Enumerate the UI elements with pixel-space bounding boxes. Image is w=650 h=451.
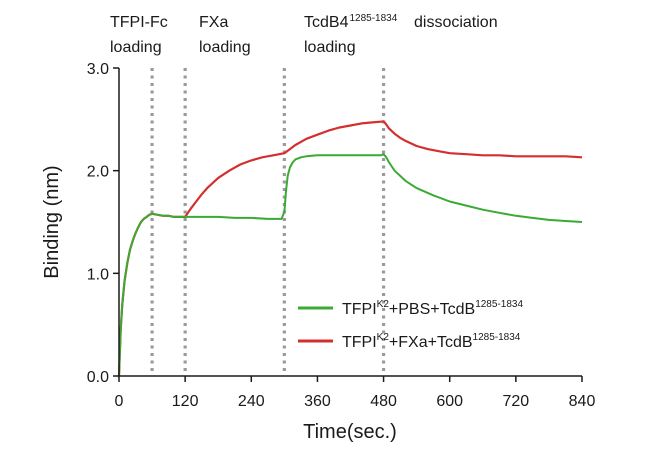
phase-label-1-line2: loading [199,39,251,56]
phase-labels: TFPI-Fc loading FXa loading TcdB41285-1834 lo… [110,13,498,56]
legend: TFPIK2+PBS+TcdB1285-1834TFPIK2+FXa+TcdB1… [298,299,523,351]
legend-label-0-part-1: K2 [377,299,390,310]
x-tick-label-6: 720 [503,393,530,410]
phase-label-1-line1: FXa [199,14,228,31]
phase-label-2-line2: loading [304,39,356,56]
x-tick-label-5: 600 [436,393,463,410]
legend-label-0-part-2: +PBS+TcdB [389,301,475,318]
legend-label-0: TFPIK2+PBS+TcdB1285-1834 [342,299,523,318]
series-line-0 [118,153,583,377]
x-tick-label-0: 0 [115,393,124,410]
phase-label-3-line1: dissociation [414,14,498,31]
series-layer [117,120,583,377]
x-tick-label-4: 480 [370,393,397,410]
phase-label-0-line1: TFPI-Fc [110,14,168,31]
phase-boundary-lines [150,68,386,376]
ticks: 0 120 240 360 480 600 720 840 0.0 1.0 2.0 3.0 [87,61,596,410]
phase-label-0-line2: loading [110,39,162,56]
x-tick-label-1: 120 [172,393,199,410]
legend-label-1-part-3: 1285-1834 [473,332,521,343]
legend-label-0-part-3: 1285-1834 [475,299,523,310]
x-tick-label-2: 240 [238,393,265,410]
y-tick-label-1: 1.0 [87,266,109,283]
axes [118,68,582,377]
legend-label-1: TFPIK2+FXa+TcdB1285-1834 [342,332,521,351]
x-tick-label-3: 360 [304,393,331,410]
x-axis-title: Time(sec.) [303,421,397,443]
y-tick-label-0: 0.0 [87,369,109,386]
legend-label-1-part-0: TFPI [342,334,377,351]
y-axis-title: Binding (nm) [41,165,63,278]
legend-label-1-part-1: K2 [377,332,390,343]
legend-label-0-part-0: TFPI [342,301,377,318]
legend-label-1-part-2: +FXa+TcdB [389,334,473,351]
y-tick-label-2: 2.0 [87,164,109,181]
phase-label-2-line1: TcdB41285-1834 [304,13,398,31]
y-tick-label-3: 3.0 [87,61,109,78]
x-tick-label-7: 840 [569,393,596,410]
phase-label-2-superscript: 1285-1834 [349,13,397,24]
